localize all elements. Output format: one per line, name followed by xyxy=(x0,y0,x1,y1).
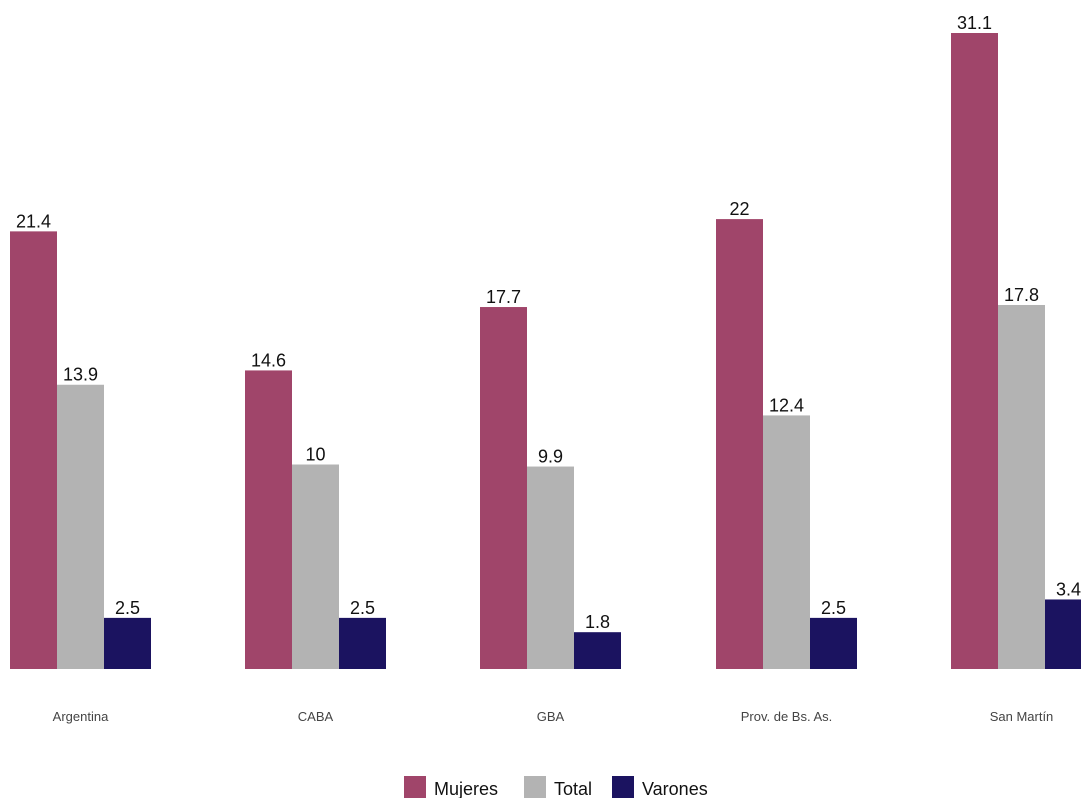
value-label-gba-varones: 1.8 xyxy=(585,612,610,632)
value-label-prov-de-bs-as-total: 12.4 xyxy=(769,395,804,415)
value-label-caba-mujeres: 14.6 xyxy=(251,350,286,370)
bar-gba-total xyxy=(527,466,574,669)
category-label-caba: CABA xyxy=(298,709,334,724)
category-label-prov-de-bs-as: Prov. de Bs. As. xyxy=(741,709,833,724)
bar-san-martin-total xyxy=(998,304,1045,669)
category-label-san-martin: San Martín xyxy=(990,709,1054,724)
bar-prov-de-bs-as-mujeres xyxy=(716,219,763,669)
bar-prov-de-bs-as-varones xyxy=(810,617,857,669)
value-label-argentina-varones: 2.5 xyxy=(115,598,140,618)
bar-caba-varones xyxy=(339,617,386,669)
value-label-layer: 21.4 13.9 2.5 14.6 10 2.5 17.7 9.9 1.8 22 12.4 2.5 3… xyxy=(16,13,1081,632)
legend: Mujeres Total Varones xyxy=(404,776,708,798)
bar-argentina-varones xyxy=(104,617,151,669)
legend-label-total: Total xyxy=(554,779,592,798)
value-label-prov-de-bs-as-mujeres: 22 xyxy=(729,199,749,219)
legend-swatch-total xyxy=(524,776,546,798)
bar-caba-mujeres xyxy=(245,370,292,669)
category-label-layer: Argentina CABA GBA Prov. de Bs. As. San Mart… xyxy=(53,709,1054,724)
value-label-san-martin-mujeres: 31.1 xyxy=(957,13,992,33)
legend-swatch-varones xyxy=(612,776,634,798)
value-label-argentina-mujeres: 21.4 xyxy=(16,211,51,231)
value-label-san-martin-varones: 3.4 xyxy=(1056,579,1081,599)
bar-san-martin-varones xyxy=(1045,599,1081,669)
bar-prov-de-bs-as-total xyxy=(763,415,810,669)
value-label-argentina-total: 13.9 xyxy=(63,365,98,385)
legend-label-varones: Varones xyxy=(642,779,708,798)
value-label-caba-varones: 2.5 xyxy=(350,598,375,618)
bar-gba-varones xyxy=(574,632,621,669)
legend-label-mujeres: Mujeres xyxy=(434,779,498,798)
category-label-argentina: Argentina xyxy=(53,709,109,724)
value-label-gba-mujeres: 17.7 xyxy=(486,287,521,307)
bar-gba-mujeres xyxy=(480,307,527,669)
bar-argentina-mujeres xyxy=(10,231,57,669)
bar-san-martin-mujeres xyxy=(951,33,998,669)
value-label-gba-total: 9.9 xyxy=(538,447,563,467)
legend-swatch-mujeres xyxy=(404,776,426,798)
value-label-san-martin-total: 17.8 xyxy=(1004,285,1039,305)
bar-argentina-total xyxy=(57,384,104,669)
category-label-gba: GBA xyxy=(537,709,565,724)
value-label-caba-total: 10 xyxy=(305,445,325,465)
value-label-prov-de-bs-as-varones: 2.5 xyxy=(821,598,846,618)
bar-layer xyxy=(10,33,1081,669)
bar-caba-total xyxy=(292,464,339,669)
